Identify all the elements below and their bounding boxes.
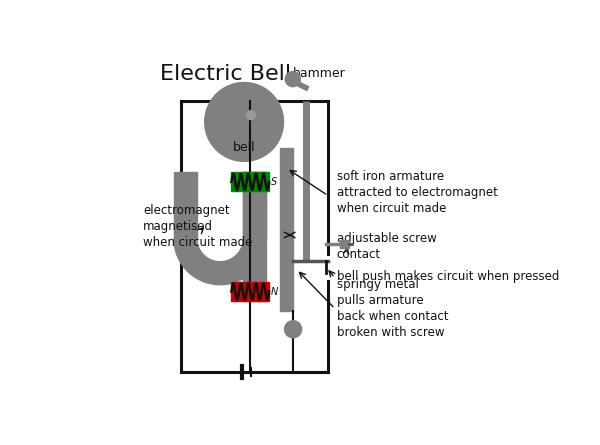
Text: Electric Bell: Electric Bell [160, 64, 291, 84]
Polygon shape [174, 239, 266, 285]
Bar [174, 173, 197, 239]
Text: electromagnet
magnetised
when circuit made: electromagnet magnetised when circuit ma… [143, 204, 253, 249]
Bar [244, 173, 266, 301]
Bar [232, 173, 269, 191]
Bar [340, 240, 349, 248]
Circle shape [205, 82, 284, 162]
Text: N: N [271, 287, 278, 296]
Bar [280, 149, 293, 311]
Circle shape [285, 72, 301, 87]
Text: adjustable screw
contact: adjustable screw contact [337, 232, 436, 262]
Circle shape [284, 321, 302, 338]
Text: hammer: hammer [293, 68, 346, 81]
Bar [232, 282, 269, 301]
Text: bell push makes circuit when pressed: bell push makes circuit when pressed [337, 270, 559, 283]
Text: bell: bell [233, 141, 256, 154]
Text: S: S [271, 177, 277, 187]
Circle shape [247, 111, 256, 120]
Bar [244, 173, 266, 239]
Text: soft iron armature
attracted to electromagnet
when circuit made: soft iron armature attracted to electrom… [337, 170, 497, 214]
Text: springy metal
pulls armature
back when contact
broken with screw: springy metal pulls armature back when c… [337, 278, 448, 339]
